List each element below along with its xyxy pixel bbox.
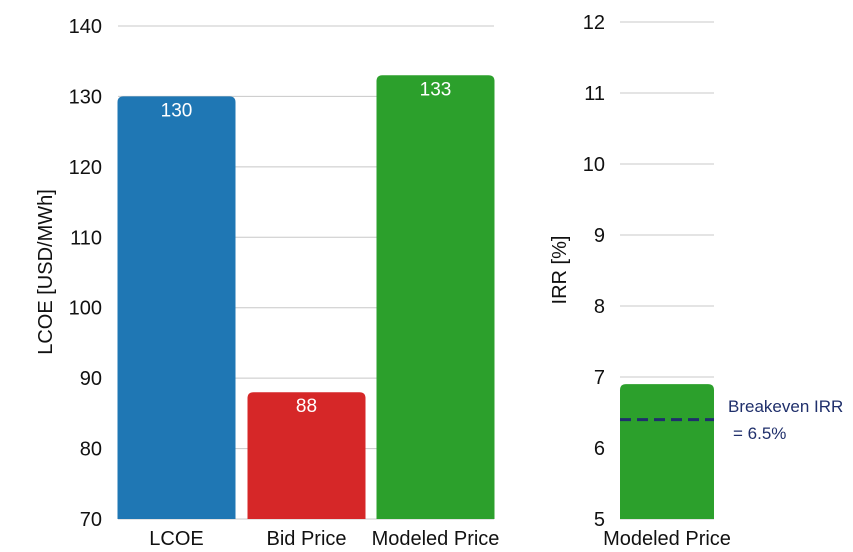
lcoe-category-label: Bid Price (266, 528, 346, 550)
lcoe-bar-value-label: 133 (420, 79, 452, 100)
lcoe-category-label: LCOE (149, 528, 203, 550)
irr-y-tick-label: 7 (594, 367, 605, 389)
lcoe-bar-value-label: 88 (296, 396, 317, 417)
lcoe-category-label: Modeled Price (372, 528, 500, 550)
irr-y-tick-label: 8 (594, 296, 605, 318)
irr-y-tick-label: 12 (583, 12, 605, 34)
irr-chart: 5 6 7 8 9 10 11 12 Modeled Price IRR [%] Breake… (549, 12, 843, 550)
irr-y-tick-label: 5 (594, 509, 605, 531)
lcoe-bar (117, 96, 236, 519)
lcoe-y-tick-label: 140 (69, 16, 102, 38)
lcoe-y-ticks: 70 80 90 100 110 120 130 140 (69, 16, 102, 531)
lcoe-y-tick-label: 130 (69, 86, 102, 108)
irr-y-tick-label: 9 (594, 225, 605, 247)
breakeven-annotation-line2: = 6.5% (733, 424, 786, 443)
lcoe-categories: LCOE Bid Price Modeled Price (149, 528, 499, 550)
lcoe-bar (376, 75, 495, 520)
lcoe-y-tick-label: 70 (80, 509, 102, 531)
irr-y-tick-label: 6 (594, 438, 605, 460)
lcoe-y-axis-title: LCOE [USD/MWh] (35, 189, 57, 355)
lcoe-y-tick-label: 110 (70, 227, 102, 249)
lcoe-bar (247, 392, 366, 519)
irr-bars (620, 384, 714, 519)
irr-y-axis-title: IRR [%] (549, 236, 571, 305)
lcoe-y-tick-label: 100 (69, 298, 102, 320)
breakeven-annotation-line1: Breakeven IRR (728, 397, 843, 416)
irr-y-tick-label: 10 (583, 154, 605, 176)
irr-bar (620, 384, 714, 519)
lcoe-chart: 130 88 133 70 80 90 100 110 120 130 140 LCOE Bid P… (35, 16, 499, 550)
irr-y-tick-label: 11 (584, 83, 605, 105)
lcoe-bars: 130 88 133 (117, 75, 495, 520)
lcoe-bar-value-label: 130 (161, 100, 193, 121)
irr-categories: Modeled Price (603, 528, 731, 550)
lcoe-y-tick-label: 120 (69, 157, 102, 179)
lcoe-y-tick-label: 90 (80, 368, 102, 390)
irr-category-label: Modeled Price (603, 528, 731, 550)
lcoe-y-tick-label: 80 (80, 439, 102, 461)
irr-y-ticks: 5 6 7 8 9 10 11 12 (583, 12, 605, 531)
